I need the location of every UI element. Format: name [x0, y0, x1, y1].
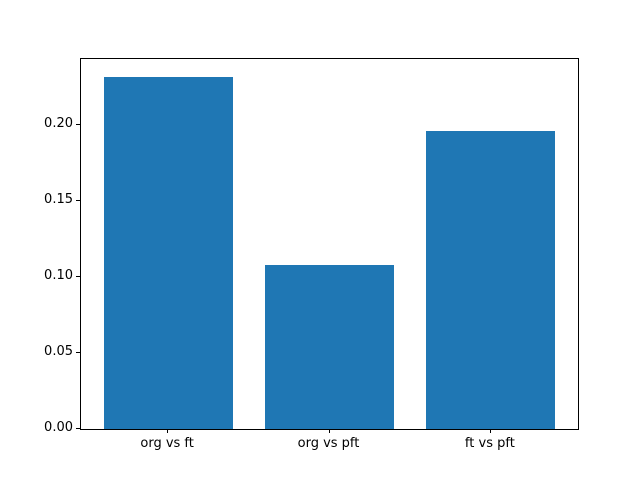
plot-area	[80, 58, 579, 430]
x-tick-label: org vs ft	[140, 436, 194, 451]
x-tick-mark	[489, 429, 491, 433]
y-tick-label: 0.10	[44, 268, 73, 284]
y-tick-label: 0.05	[44, 344, 73, 360]
bar-ft-vs-pft	[426, 131, 556, 429]
bar-org-vs-pft	[264, 264, 395, 429]
y-tick-mark	[76, 352, 80, 354]
y-tick-mark	[76, 124, 80, 126]
x-tick-mark	[167, 429, 169, 433]
y-tick-mark	[76, 428, 80, 429]
y-tick-label: 0.20	[44, 116, 73, 132]
y-tick-label: 0.00	[44, 420, 73, 435]
y-tick-mark	[76, 200, 80, 202]
y-tick-label: 0.15	[44, 192, 73, 208]
bar-org-vs-ft	[103, 76, 233, 429]
x-tick-mark	[328, 429, 330, 433]
x-tick-label: org vs pft	[297, 436, 360, 451]
y-tick-mark	[76, 276, 80, 278]
x-tick-label: ft vs pft	[464, 436, 515, 451]
